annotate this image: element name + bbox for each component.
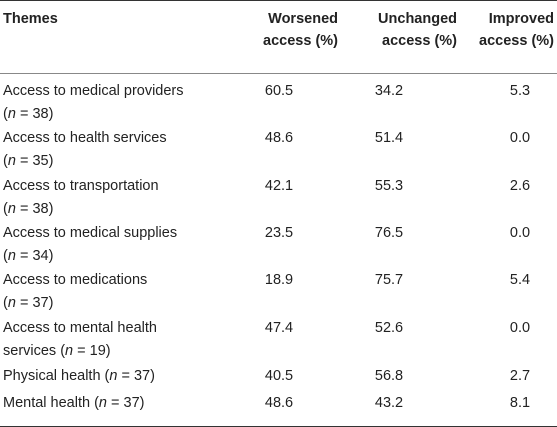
unchanged-cell: 75.7	[374, 272, 404, 288]
theme-line: (n = 38)	[3, 201, 54, 217]
theme-line: Mental health (n = 37)	[3, 395, 145, 411]
theme-line: Access to transportation	[3, 178, 159, 194]
improved-cell: 0.0	[509, 225, 531, 241]
header-themes-label: Themes	[3, 11, 58, 27]
theme-line: (n = 38)	[3, 106, 54, 122]
improved-cell: 2.6	[509, 178, 531, 194]
header-improved-line1: Improved	[488, 11, 554, 27]
worsened-cell: 42.1	[264, 178, 294, 194]
theme-cell: Access to transportation (n = 38)	[3, 175, 233, 221]
worsened-cell: 23.5	[264, 225, 294, 241]
theme-line: Access to mental health	[3, 320, 157, 336]
improved-cell: 2.7	[509, 368, 531, 384]
unchanged-cell: 51.4	[374, 130, 404, 146]
improved-cell: 0.0	[509, 320, 531, 336]
theme-line: (n = 35)	[3, 153, 54, 169]
header-worsened-line2: access (%)	[263, 33, 338, 49]
table-header: Themes Worsened access (%) Unchanged acc…	[0, 1, 557, 74]
improved-cell: 5.3	[509, 83, 531, 99]
header-unchanged-line2: access (%)	[382, 33, 457, 49]
theme-cell: Physical health (n = 37)	[3, 365, 233, 388]
worsened-cell: 48.6	[264, 130, 294, 146]
header-improved: Improved access (%)	[467, 8, 554, 52]
header-improved-line2: access (%)	[479, 33, 554, 49]
improved-cell: 8.1	[509, 395, 531, 411]
theme-line: Access to medical supplies	[3, 225, 178, 241]
worsened-cell: 47.4	[264, 320, 294, 336]
header-unchanged: Unchanged access (%)	[348, 8, 457, 52]
theme-cell: Access to health services (n = 35)	[3, 127, 233, 173]
theme-cell: Access to medications (n = 37)	[3, 269, 233, 315]
theme-cell: Access to medical supplies (n = 34)	[3, 222, 233, 268]
worsened-cell: 60.5	[264, 83, 294, 99]
unchanged-cell: 55.3	[374, 178, 404, 194]
worsened-cell: 40.5	[264, 368, 294, 384]
theme-cell: Access to mental health services (n = 19)	[3, 317, 233, 363]
theme-line: Access to medical providers	[3, 83, 184, 99]
unchanged-cell: 56.8	[374, 368, 404, 384]
worsened-cell: 18.9	[264, 272, 294, 288]
improved-cell: 0.0	[509, 130, 531, 146]
theme-line: services (n = 19)	[3, 343, 111, 359]
unchanged-cell: 43.2	[374, 395, 404, 411]
theme-line: (n = 37)	[3, 295, 54, 311]
improved-cell: 5.4	[509, 272, 531, 288]
unchanged-cell: 52.6	[374, 320, 404, 336]
theme-cell: Mental health (n = 37)	[3, 392, 233, 415]
header-worsened: Worsened access (%)	[218, 8, 338, 52]
header-worsened-line1: Worsened	[268, 11, 338, 27]
worsened-cell: 48.6	[264, 395, 294, 411]
header-unchanged-line1: Unchanged	[378, 11, 457, 27]
theme-line: Physical health (n = 37)	[3, 368, 155, 384]
unchanged-cell: 76.5	[374, 225, 404, 241]
unchanged-cell: 34.2	[374, 83, 404, 99]
theme-line: (n = 34)	[3, 248, 54, 264]
theme-line: Access to health services	[3, 130, 167, 146]
theme-cell: Access to medical providers (n = 38)	[3, 80, 233, 126]
theme-line: Access to medications	[3, 272, 148, 288]
header-themes: Themes	[3, 8, 58, 30]
